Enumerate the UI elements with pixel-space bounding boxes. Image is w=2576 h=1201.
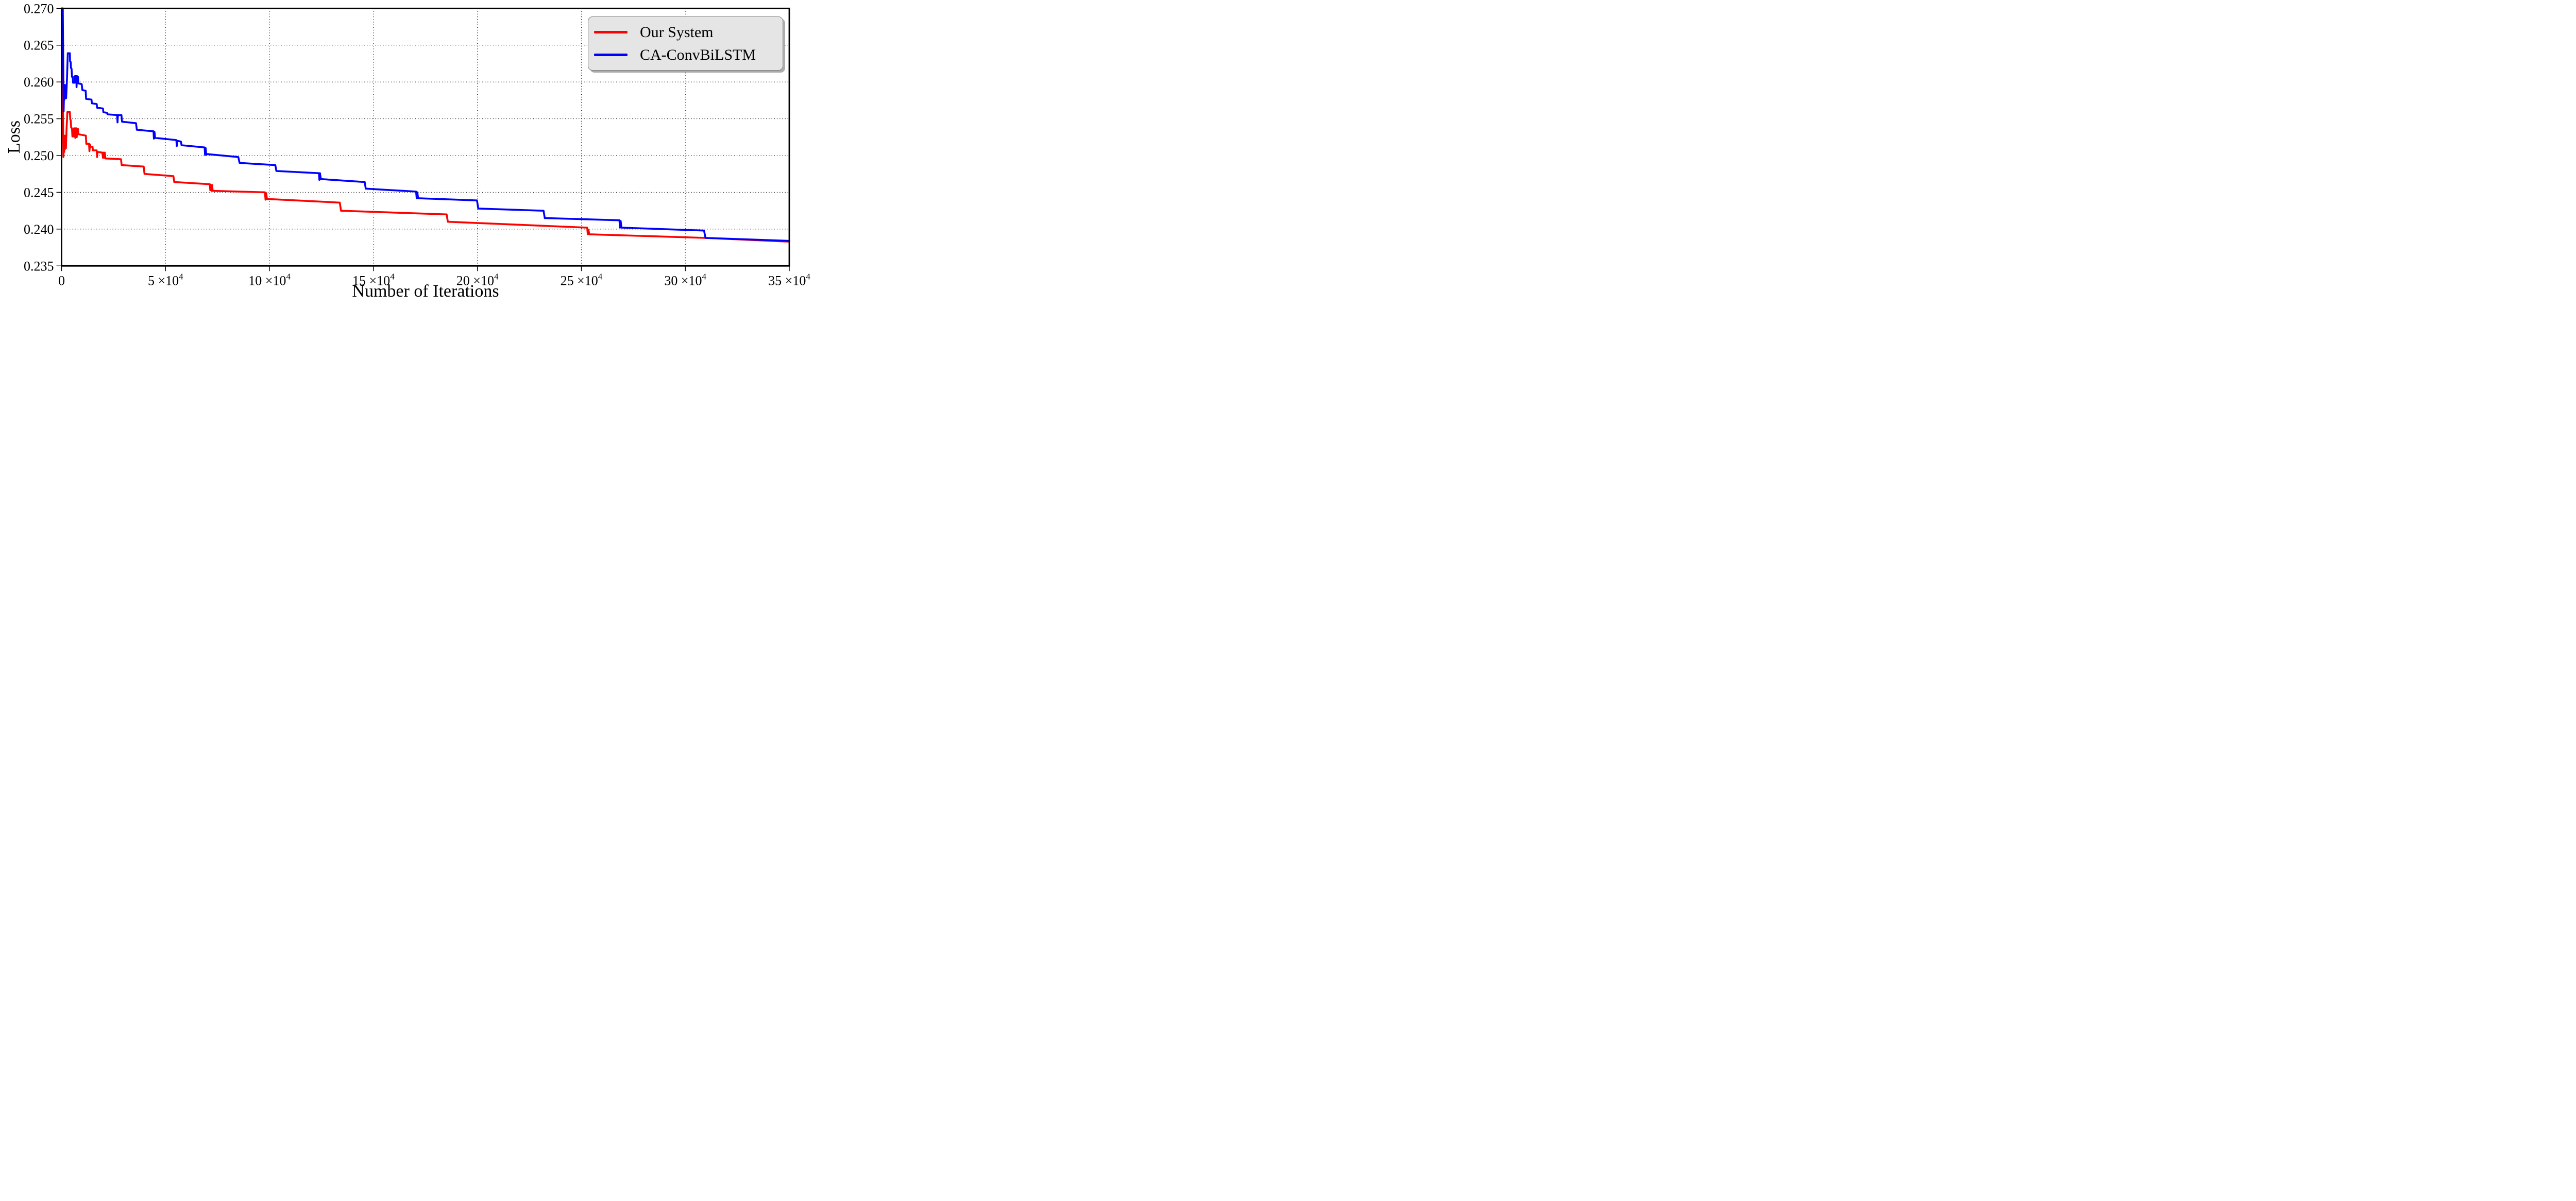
legend-line-sample-blue bbox=[594, 53, 628, 57]
plot-canvas: 0 5 ×104 10 ×104 15 ×104 20 ×104 25 ×104 30 ×1… bbox=[24, 1, 810, 288]
legend-entry-our-system: Our System bbox=[594, 23, 783, 41]
legend: Our System CA-ConvBiLSTM bbox=[588, 16, 783, 71]
x-tick-labels: 0 5 ×104 10 ×104 15 ×104 20 ×104 25 ×104 30 ×1… bbox=[58, 271, 810, 288]
svg-text:0.260: 0.260 bbox=[24, 75, 54, 90]
y-tick-labels: 0.270 0.265 0.260 0.255 0.250 0.245 0.240 0.235 bbox=[24, 1, 54, 273]
svg-text:20 ×104: 20 ×104 bbox=[456, 271, 499, 288]
svg-text:0.265: 0.265 bbox=[24, 38, 54, 53]
svg-text:0.235: 0.235 bbox=[24, 259, 54, 273]
legend-line-sample-red bbox=[594, 30, 628, 34]
plot-frame bbox=[61, 7, 790, 267]
x-axis-title: Number of Iterations bbox=[352, 282, 499, 300]
svg-text:25 ×104: 25 ×104 bbox=[561, 271, 603, 288]
svg-text:10 ×104: 10 ×104 bbox=[248, 271, 291, 288]
svg-text:0: 0 bbox=[58, 273, 65, 288]
svg-text:35 ×104: 35 ×104 bbox=[768, 271, 810, 288]
svg-text:0.250: 0.250 bbox=[24, 148, 54, 163]
svg-text:0.270: 0.270 bbox=[24, 1, 54, 16]
svg-text:0.240: 0.240 bbox=[24, 222, 54, 237]
svg-text:5 ×104: 5 ×104 bbox=[148, 271, 183, 288]
series-line-ca-convbilstm bbox=[60, 7, 790, 242]
loss-curve-figure: 0 5 ×104 10 ×104 15 ×104 20 ×104 25 ×104 30 ×1… bbox=[0, 0, 815, 300]
tick-marks bbox=[56, 8, 790, 271]
legend-entry-ca-convbilstm: CA-ConvBiLSTM bbox=[594, 47, 783, 63]
svg-text:30 ×104: 30 ×104 bbox=[664, 271, 706, 288]
series-line-our-system bbox=[60, 7, 790, 243]
legend-label: Our System bbox=[640, 23, 714, 41]
svg-text:0.255: 0.255 bbox=[24, 112, 54, 127]
y-axis-title: Loss bbox=[5, 120, 24, 154]
svg-text:0.245: 0.245 bbox=[24, 185, 54, 200]
svg-text:15 ×104: 15 ×104 bbox=[352, 271, 395, 288]
legend-label: CA-ConvBiLSTM bbox=[640, 46, 756, 63]
